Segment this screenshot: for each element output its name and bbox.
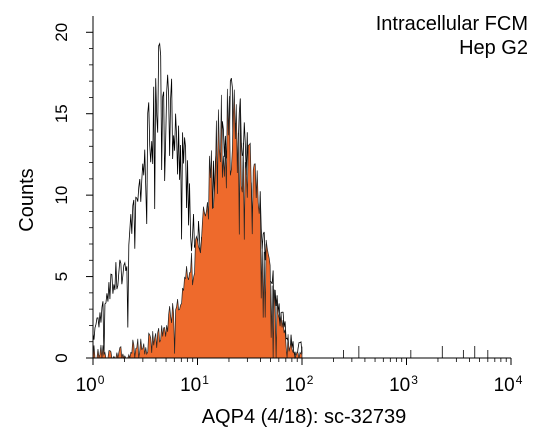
x-tick-label-0: 100	[76, 373, 105, 396]
x-tick-label-1: 101	[180, 373, 209, 396]
y-tick-label-3: 15	[52, 104, 71, 123]
x-tick-label-2: 102	[285, 373, 314, 396]
y-tick-label-0: 0	[52, 353, 71, 362]
x-axis-label: AQP4 (4/18): sc-32739	[202, 406, 407, 428]
y-axis-label: Counts	[16, 168, 38, 231]
x-tick-exponent-3: 3	[411, 373, 418, 387]
x-tick-exponent-4: 4	[516, 373, 523, 387]
x-tick-label-3: 103	[389, 373, 418, 396]
y-axis-ticks: 0 5 10 15 20	[52, 23, 93, 363]
x-axis-ticks: 100 101 102 103 104	[76, 358, 523, 396]
axes	[92, 16, 511, 359]
histogram-filled-series	[92, 88, 303, 360]
x-tick-exponent-1: 1	[202, 373, 209, 387]
y-tick-label-2: 10	[52, 186, 71, 205]
annotation-intracellular-fcm: Intracellular FCM	[376, 13, 528, 35]
y-tick-label-4: 20	[52, 23, 71, 42]
y-tick-label-1: 5	[52, 272, 71, 281]
plot-area	[92, 42, 489, 360]
x-tick-label-4: 104	[494, 373, 523, 396]
annotation-cell-line: Hep G2	[459, 37, 528, 59]
x-tick-exponent-0: 0	[98, 373, 105, 387]
x-tick-exponent-2: 2	[307, 373, 314, 387]
